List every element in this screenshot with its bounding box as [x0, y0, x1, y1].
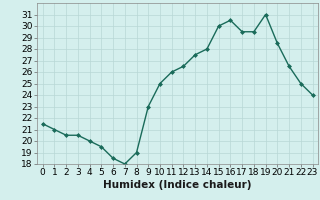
X-axis label: Humidex (Indice chaleur): Humidex (Indice chaleur)	[103, 180, 252, 190]
